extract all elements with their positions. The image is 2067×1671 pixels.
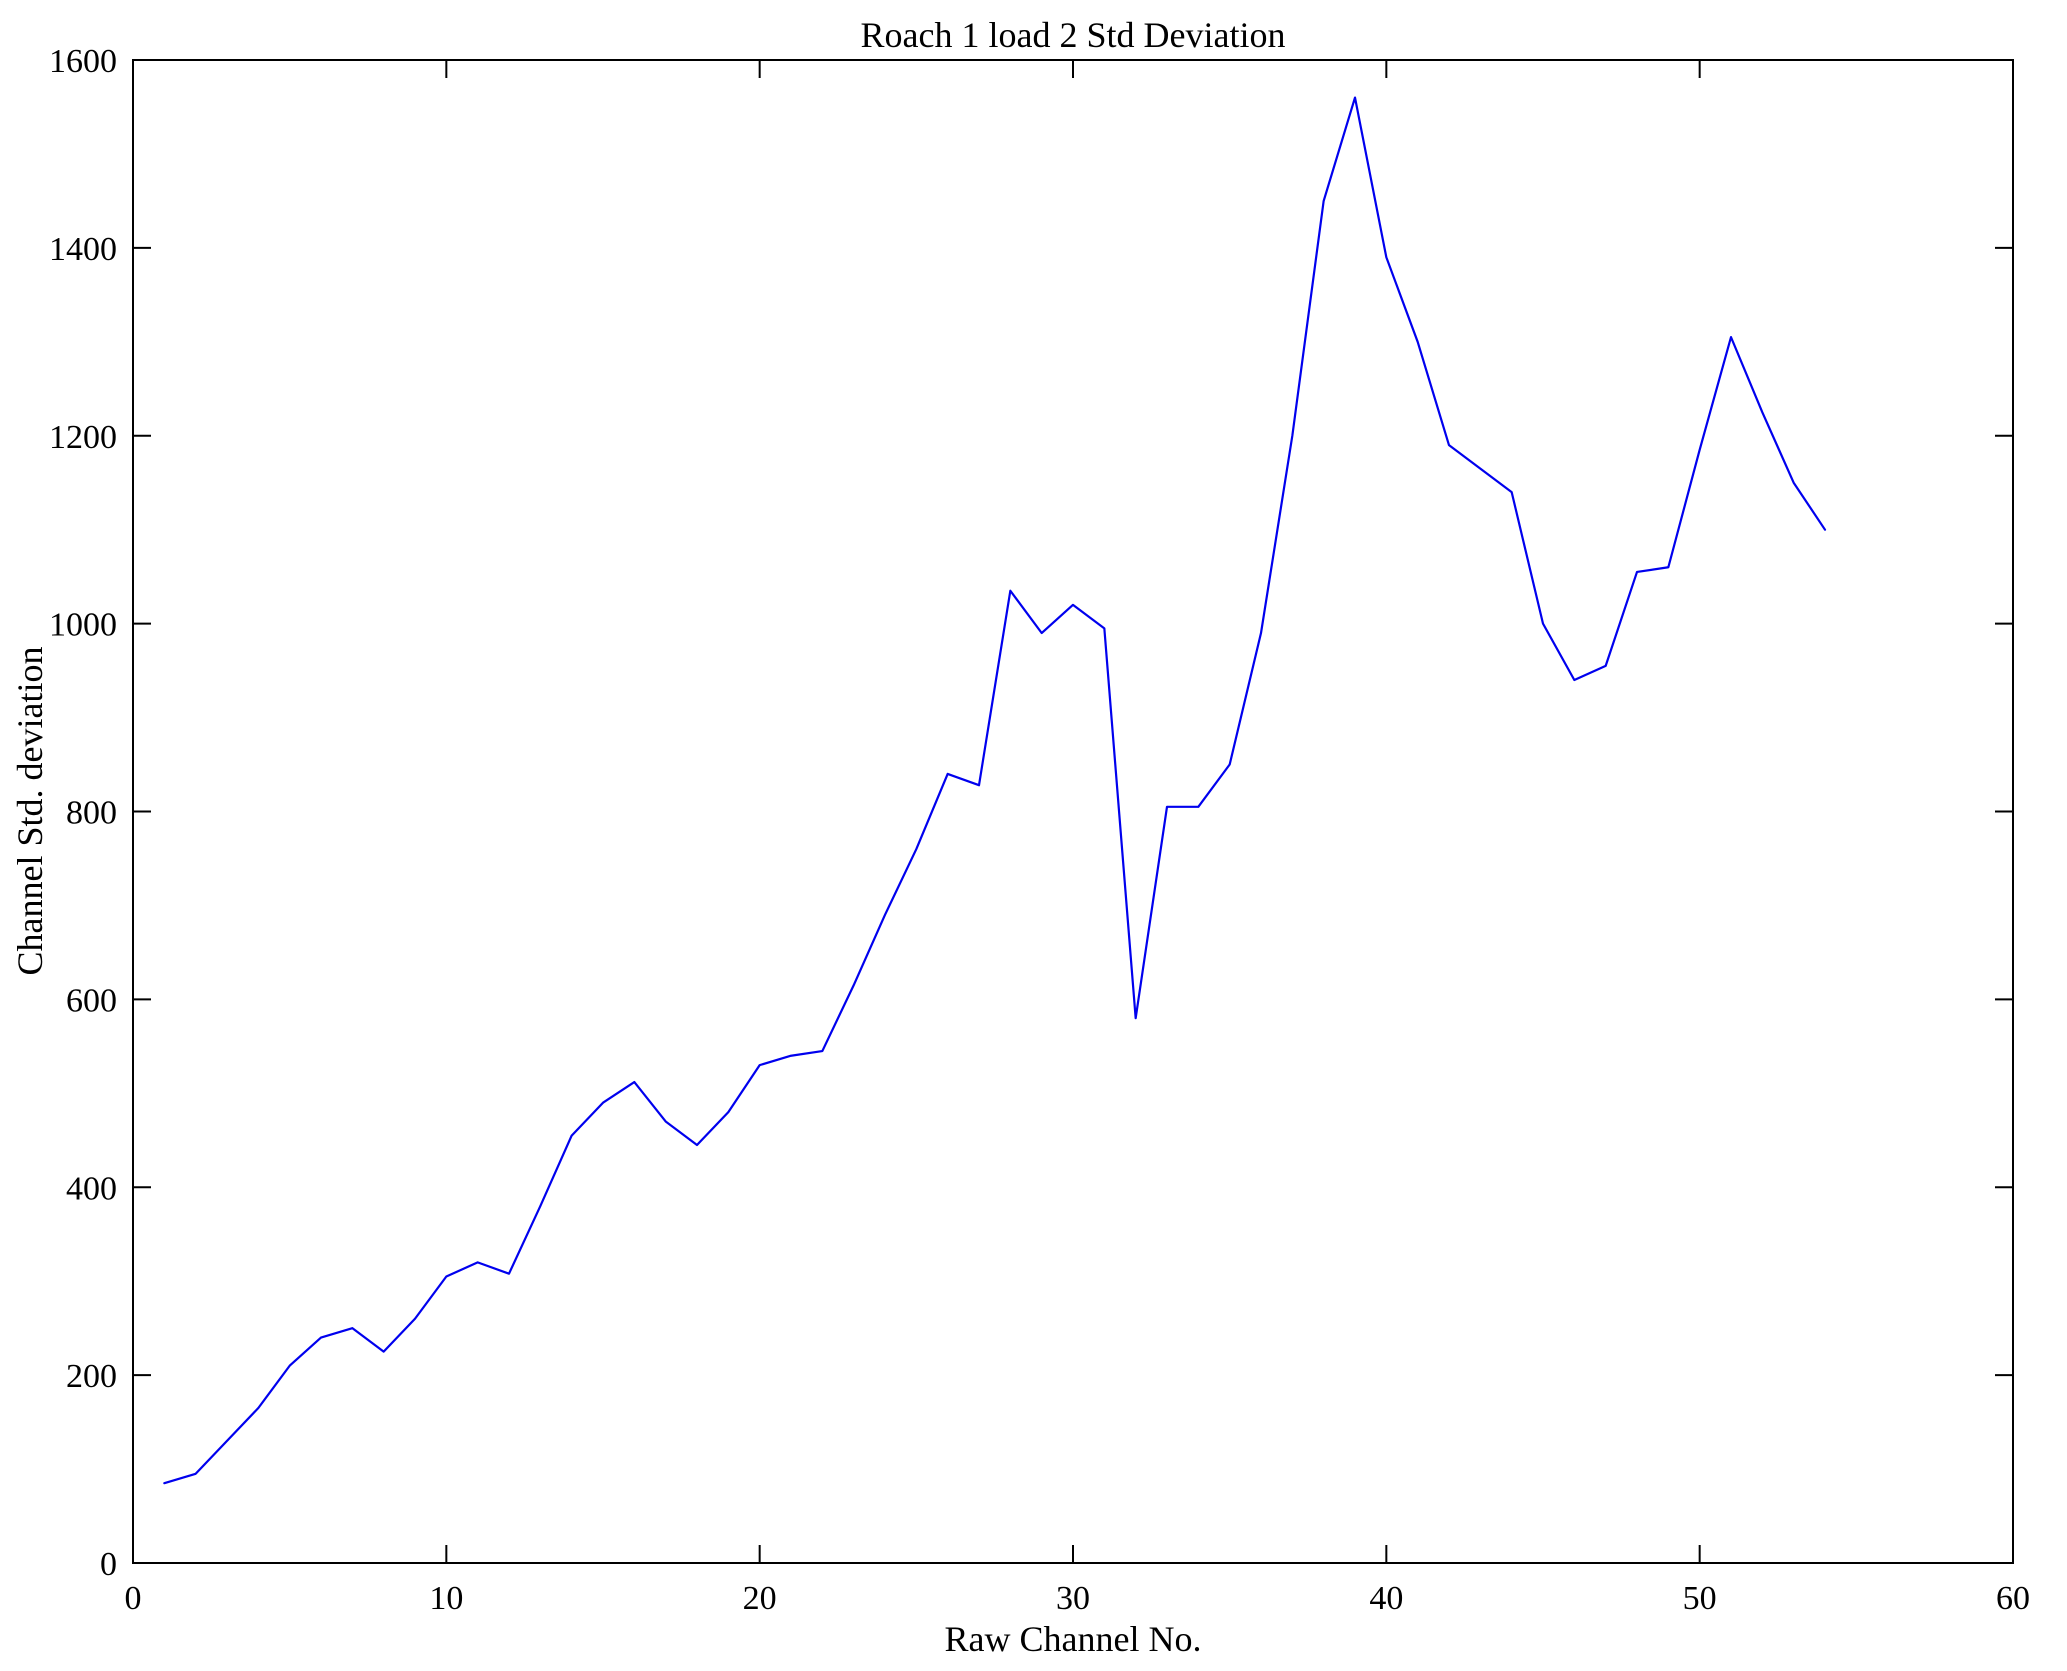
y-tick-label: 800 [66, 795, 117, 832]
data-line [163, 96, 1827, 1485]
y-tick-label: 1400 [49, 231, 117, 268]
x-tick-label: 40 [1369, 1580, 1403, 1617]
y-tick-label: 1200 [49, 419, 117, 456]
y-tick-label: 600 [66, 982, 117, 1019]
y-tick-label: 0 [100, 1546, 117, 1583]
x-axis-label: Raw Channel No. [944, 1619, 1202, 1659]
x-tick-label: 0 [125, 1580, 142, 1617]
axes-box [132, 59, 2014, 1564]
x-tick-label: 30 [1056, 1580, 1090, 1617]
chart-title: Roach 1 load 2 Std Deviation [860, 15, 1286, 55]
y-tick-label: 400 [66, 1170, 117, 1207]
y-tick-label: 1600 [49, 43, 117, 80]
x-tick-label: 50 [1683, 1580, 1717, 1617]
x-tick-label: 20 [743, 1580, 777, 1617]
y-tick-label: 200 [66, 1358, 117, 1395]
x-tick-label: 10 [429, 1580, 463, 1617]
x-tick-label: 60 [1996, 1580, 2030, 1617]
y-tick-label: 1000 [49, 607, 117, 644]
